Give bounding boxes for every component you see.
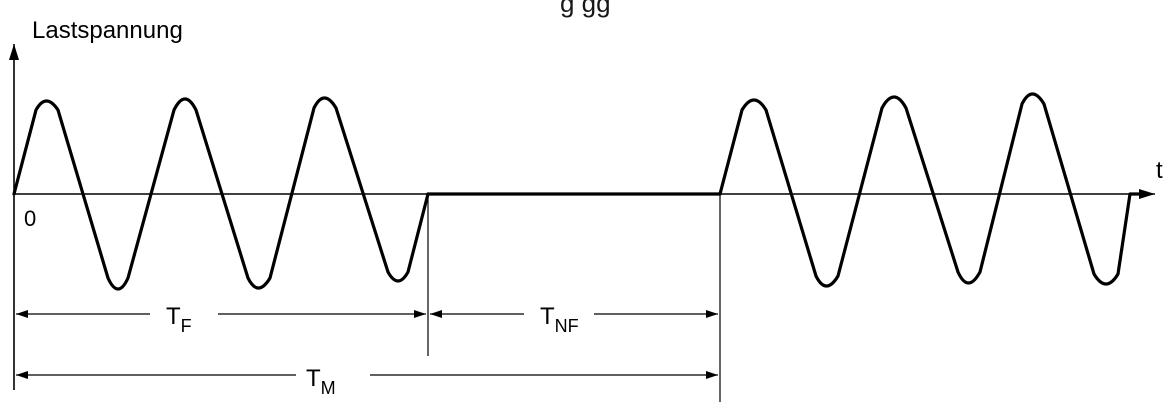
x-axis-label: t [1156,157,1163,184]
load-burst-2-waveform [718,92,1144,288]
origin-label: 0 [24,206,36,231]
y-axis-label: Lastspannung [32,17,183,44]
tf-label: TF [166,303,192,336]
cropped-header-text: g gg [560,0,611,18]
tm-label: TM [306,365,336,398]
tnf-label: TNF [540,303,579,336]
load-burst-1-waveform [12,96,430,291]
